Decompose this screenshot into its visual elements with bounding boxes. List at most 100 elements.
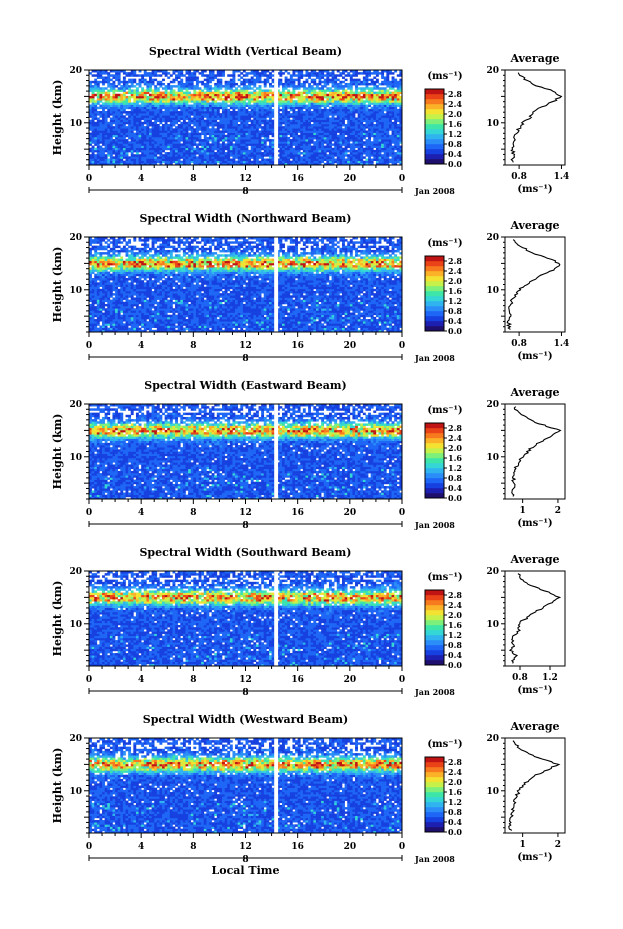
heatmap-cell [339,106,343,110]
heatmap-cell [211,160,215,164]
heatmap-cell [284,149,288,153]
heatmap-cell [206,128,210,131]
heatmap-cell [175,145,178,149]
heatmap-cell [206,130,210,133]
heatmap-cell [91,119,95,123]
average-x-tick-label: 0.8 [511,172,527,182]
heatmap-cell [276,128,280,131]
heatmap-cell [109,134,113,138]
heatmap-cell [355,95,358,99]
heatmap-cell [206,156,210,159]
heatmap-cell [375,100,379,103]
heatmap-cell [128,72,132,75]
heatmap-cell [122,82,126,86]
heatmap-cell [355,149,358,153]
heatmap-cell [125,100,129,103]
heatmap-cell [250,76,254,79]
heatmap-cell [177,102,181,105]
heatmap-cell [190,141,194,144]
heatmap-cell [185,100,189,103]
heatmap-cell [104,147,108,151]
heatmap-cell [399,111,403,114]
heatmap-cell [271,162,275,166]
heatmap-cell [305,128,309,131]
heatmap-cell [117,121,121,125]
heatmap-cell [130,130,134,133]
heatmap-cell [235,162,238,166]
heatmap-cell [271,93,275,97]
heatmap-cell [115,149,118,153]
heatmap-cell [154,158,158,161]
heatmap-cell [370,123,374,127]
heatmap-cell [94,136,98,140]
heatmap-cell [224,95,228,99]
heatmap-cell [386,93,390,97]
heatmap-cell [206,85,210,88]
heatmap-cell [146,119,150,123]
heatmap-cell [190,145,194,149]
heatmap-cell [355,128,358,131]
heatmap-cell [143,160,147,164]
heatmap-cell [104,87,108,90]
heatmap-cell [300,74,304,77]
heatmap-cell [193,78,197,82]
heatmap-cell [169,158,173,161]
heatmap-cell [255,136,259,140]
heatmap-cell [253,95,257,99]
heatmap-cell [180,82,184,86]
heatmap-cell [128,147,132,151]
heatmap-cell [253,145,257,149]
heatmap-cell [295,117,298,120]
heatmap-cell [391,126,395,129]
heatmap-cell [318,139,322,142]
heatmap-cell [162,102,165,105]
heatmap-cell [349,115,353,118]
heatmap-cell [180,162,184,166]
heatmap-cell [167,158,171,161]
heatmap-cell [261,162,265,166]
heatmap-cell [141,130,145,133]
heatmap-cell [167,154,171,157]
heatmap-cell [162,117,165,120]
heatmap-cell [305,91,309,95]
heatmap-cell [167,119,171,123]
heatmap-cell [232,147,236,151]
heatmap-cell [263,72,267,75]
heatmap-cell [89,154,92,157]
heatmap-cell [224,119,228,123]
heatmap-cell [276,141,280,144]
heatmap-cell [156,98,160,101]
heatmap-cell [120,132,124,136]
heatmap-cell [201,123,205,127]
heatmap-cell [323,102,327,105]
heatmap-cell [227,108,231,112]
heatmap-cell [229,113,233,116]
heatmap-cell [122,117,126,120]
heatmap-cell [355,91,358,95]
heatmap-cell [208,78,212,82]
heatmap-cell [391,78,395,82]
heatmap-cell [148,158,152,161]
heatmap-cell [271,327,275,331]
x-tick-label: 8 [190,174,196,184]
heatmap-cell [271,126,275,129]
heatmap-cell [302,145,306,149]
heatmap-cell [266,160,270,164]
heatmap-cell [162,130,165,133]
heatmap-cell [370,145,374,149]
heatmap-cell [347,143,351,146]
heatmap-cell [224,93,228,97]
heatmap-cell [237,95,241,99]
heatmap-cell [128,145,132,149]
heatmap-cell [328,117,332,120]
heatmap-cell [235,113,238,116]
heatmap-cell [300,106,304,110]
heatmap-cell [229,115,233,118]
heatmap-cell [94,162,98,166]
heatmap-cell [300,85,304,88]
heatmap-cell [94,158,98,161]
heatmap-cell [203,70,207,73]
heatmap-cell [334,98,338,101]
heatmap-cell [357,82,361,86]
heatmap-cell [232,158,236,161]
